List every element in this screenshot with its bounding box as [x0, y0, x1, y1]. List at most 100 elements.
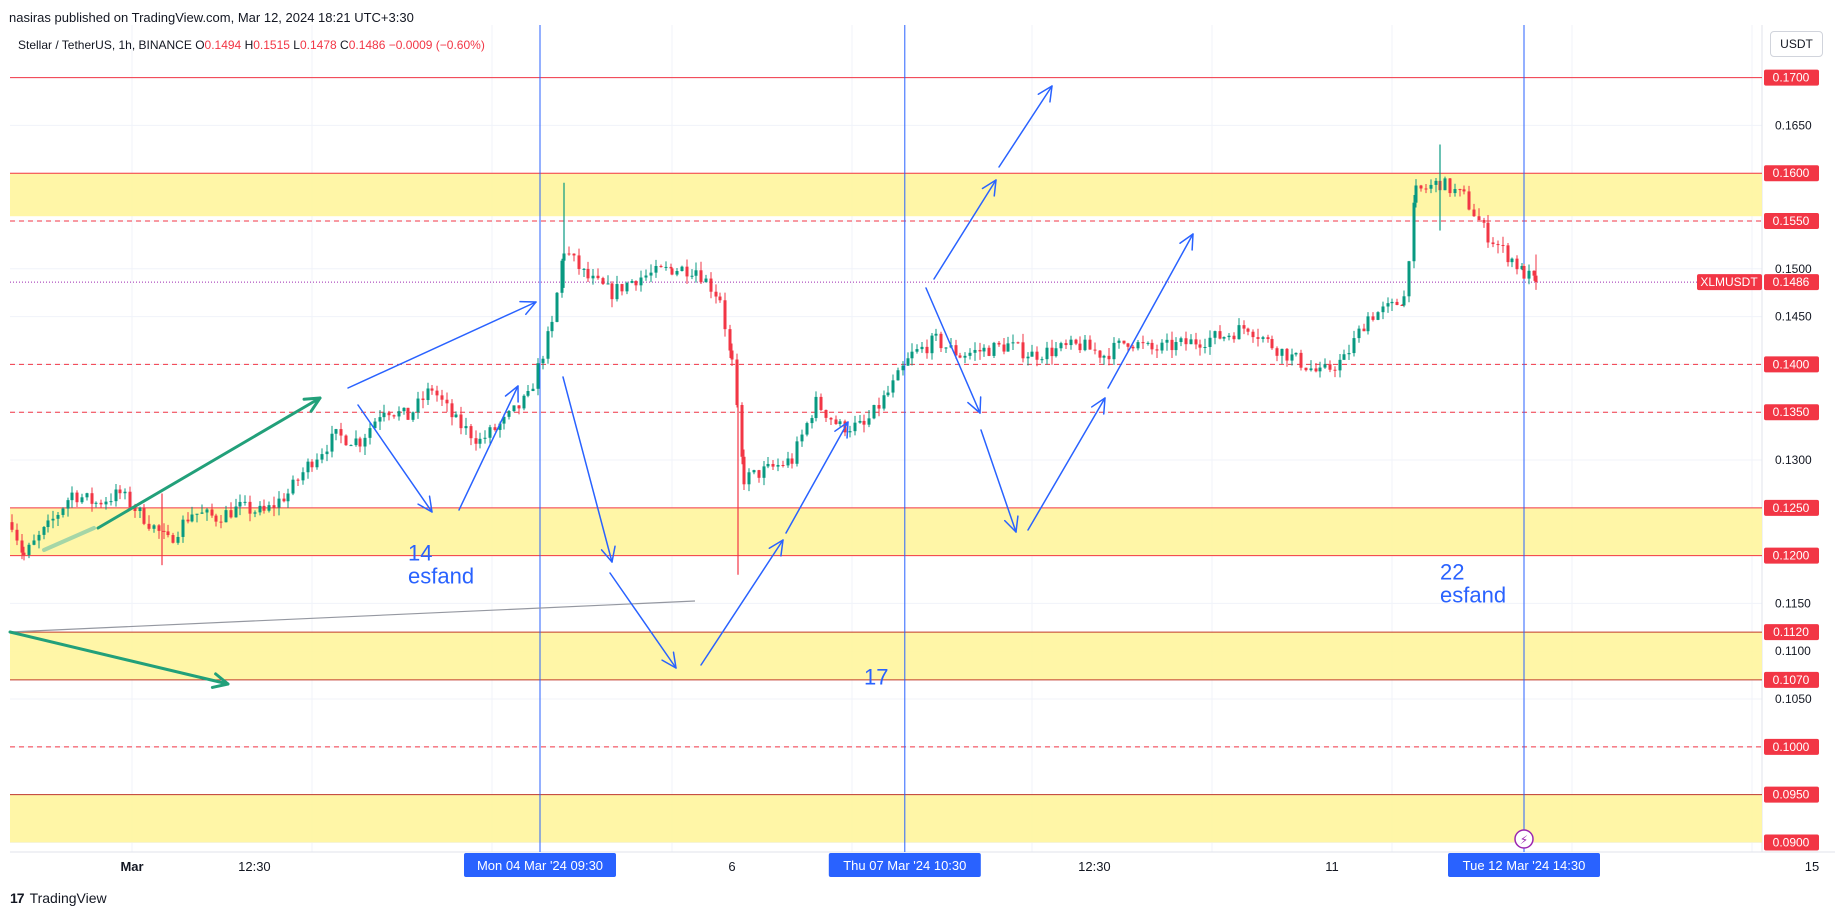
blue-arrow — [609, 572, 677, 669]
candle-body — [1357, 328, 1361, 339]
candle-body — [498, 423, 502, 430]
y-tick-label: 0.1650 — [1775, 118, 1812, 132]
candle-body — [1093, 349, 1097, 351]
candle-body — [1021, 342, 1025, 359]
blue-arrow — [785, 421, 849, 534]
candle-body — [834, 419, 838, 425]
candle-body — [1189, 339, 1193, 345]
price-badge — [1764, 738, 1819, 755]
candle-body — [118, 489, 122, 494]
candle-body — [416, 398, 420, 413]
green-arrow-up — [96, 396, 322, 530]
candle-body — [872, 405, 876, 419]
candle-body — [1333, 369, 1337, 371]
candle-body — [488, 427, 492, 438]
candle-body — [973, 349, 977, 353]
candle-body — [10, 522, 14, 530]
candle-body — [675, 271, 679, 275]
candle-body — [577, 255, 581, 270]
candle-body — [915, 349, 919, 352]
candle-body — [862, 420, 866, 425]
candle-body — [459, 414, 463, 429]
candle-body — [85, 493, 89, 498]
candle-body — [625, 282, 629, 292]
candle-body — [526, 391, 530, 396]
date-badge-label: Thu 07 Mar '24 10:30 — [843, 858, 966, 873]
currency-button[interactable]: USDT — [1770, 31, 1823, 57]
candle-body — [1016, 342, 1020, 344]
candle-body — [978, 349, 982, 352]
candle-body — [330, 433, 334, 452]
candle-body — [735, 359, 739, 406]
candle-body — [378, 417, 382, 422]
published-by-text: nasiras published on TradingView.com, Ma… — [9, 10, 414, 25]
candle-body — [630, 281, 634, 283]
blue-arrow — [700, 539, 784, 666]
price-badge-label: 0.1700 — [1773, 71, 1810, 85]
event-marker-icon — [1514, 829, 1534, 849]
candle-body — [930, 335, 934, 354]
last-price-badge — [1764, 274, 1819, 291]
candle-body — [243, 501, 247, 503]
candle-body — [1506, 245, 1510, 263]
candle-body — [740, 405, 744, 457]
footer-brand[interactable]: 17 TradingView — [10, 890, 107, 906]
candle-body — [286, 493, 290, 502]
candle-body — [493, 427, 497, 430]
candle-body — [138, 507, 142, 512]
candle-body — [1309, 368, 1313, 371]
candle-body — [781, 465, 785, 467]
annotation-text: 22 — [1440, 560, 1464, 585]
candle-body — [478, 438, 482, 444]
candle-body — [1532, 270, 1536, 276]
x-tick-label: 11 — [1325, 859, 1339, 874]
candle-body — [310, 461, 314, 468]
candle-body — [157, 525, 161, 531]
candle-body — [262, 505, 266, 511]
candle-body — [80, 497, 84, 503]
candle-body — [718, 296, 722, 301]
candle-body — [757, 470, 761, 478]
candle-body — [1522, 265, 1526, 279]
annotation-text: 14 — [408, 540, 432, 565]
candle-body — [186, 519, 190, 522]
candle-body — [958, 355, 962, 358]
candle-body — [1117, 340, 1121, 343]
candle-body — [1366, 316, 1370, 332]
candle-body — [1059, 343, 1063, 349]
y-tick-label: 0.1300 — [1775, 453, 1812, 467]
blue-arrow — [925, 287, 981, 414]
candle-body — [920, 346, 924, 350]
candle-body — [109, 501, 113, 503]
candle-body — [1443, 178, 1447, 191]
candle-body — [1242, 325, 1246, 329]
candle-body — [896, 370, 900, 381]
candle-body — [742, 456, 746, 485]
blue-arrow-head — [1179, 233, 1194, 251]
candle-body — [1102, 355, 1106, 358]
candle-body — [272, 505, 276, 508]
candle-body — [450, 403, 454, 418]
candle-body — [1381, 306, 1385, 313]
candle-body — [615, 284, 619, 300]
candle-body — [1462, 189, 1466, 192]
lightning-icon: ⚡ — [1520, 833, 1528, 847]
price-badge-label: 0.1550 — [1773, 214, 1810, 228]
candle-body — [644, 275, 648, 278]
candle-body — [1141, 342, 1145, 344]
candle-body — [1376, 312, 1380, 320]
candle-body — [421, 398, 425, 401]
candle-body — [301, 472, 305, 481]
candle-body — [752, 470, 756, 473]
legend-part: H — [245, 38, 254, 52]
candle-body — [291, 479, 295, 494]
blue-arrow — [458, 385, 519, 511]
legend-part: L — [293, 38, 300, 52]
candle-body — [694, 270, 698, 276]
candle-body — [440, 395, 444, 400]
candle-body — [659, 265, 663, 268]
candle-body — [1050, 347, 1054, 357]
candle-body — [1294, 352, 1298, 355]
